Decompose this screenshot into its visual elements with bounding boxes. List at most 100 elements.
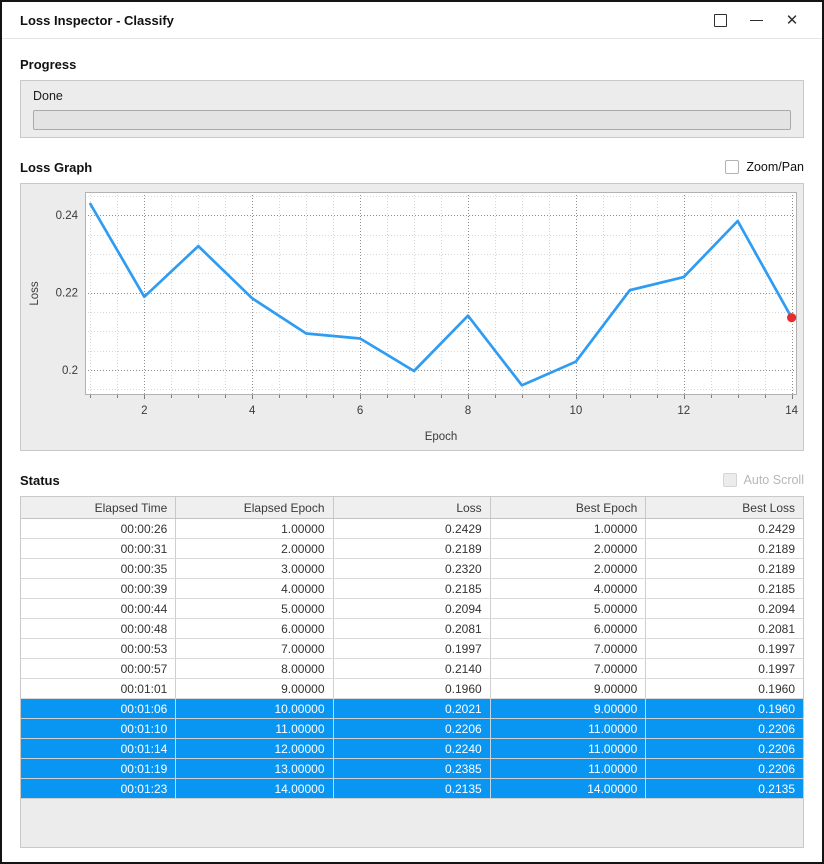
table-cell: 0.1960 [645, 698, 803, 719]
table-cell: 3.00000 [175, 558, 334, 579]
table-cell: 14.00000 [175, 778, 334, 799]
table-row[interactable]: 00:01:10 11.00000 0.2206 11.00000 0.2206 [21, 718, 803, 739]
zoom-pan-label: Zoom/Pan [746, 160, 804, 174]
svg-text:12: 12 [677, 405, 690, 417]
table-cell: 0.1997 [645, 658, 803, 679]
table-cell: 00:01:23 [21, 778, 177, 799]
table-cell: 00:00:53 [21, 638, 177, 659]
maximize-button[interactable] [706, 7, 734, 33]
table-cell: 0.2094 [333, 598, 491, 619]
table-cell: 13.00000 [175, 758, 334, 779]
table-cell: 0.2429 [645, 518, 803, 539]
table-cell: 00:01:14 [21, 738, 177, 759]
table-cell: 0.2189 [645, 558, 803, 579]
table-row[interactable]: 00:00:53 7.00000 0.1997 7.00000 0.1997 [21, 638, 803, 659]
table-row[interactable]: 00:00:35 3.00000 0.2320 2.00000 0.2189 [21, 558, 803, 579]
status-table-panel: Elapsed Time Elapsed Epoch Loss Best Epoch B… [20, 496, 804, 848]
column-header[interactable]: Elapsed Time [21, 497, 177, 519]
table-cell: 4.00000 [490, 578, 647, 599]
table-row[interactable]: 00:00:57 8.00000 0.2140 7.00000 0.1997 [21, 658, 803, 679]
checkbox-box-icon [725, 160, 740, 174]
table-cell: 00:00:31 [21, 538, 177, 559]
table-row[interactable]: 00:00:26 1.00000 0.2429 1.00000 0.2429 [21, 518, 803, 539]
table-cell: 0.2185 [333, 578, 491, 599]
table-cell: 0.2081 [333, 618, 491, 639]
table-cell: 0.1960 [333, 678, 491, 699]
svg-text:10: 10 [569, 405, 582, 417]
progress-heading: Progress [20, 56, 77, 72]
table-cell: 0.2185 [645, 578, 803, 599]
column-header[interactable]: Best Loss [645, 497, 803, 519]
table-cell: 00:01:19 [21, 758, 177, 779]
table-cell: 0.2206 [333, 718, 491, 739]
table-cell: 00:01:01 [21, 678, 177, 699]
table-cell: 0.2135 [645, 778, 803, 799]
table-cell: 9.00000 [490, 678, 647, 699]
table-cell: 0.2385 [333, 758, 491, 779]
loss-chart-panel: 2 4 6 8 10 12 14 0.2 0.22 0.24 Epoch Loss [20, 183, 804, 451]
table-row[interactable]: 00:00:48 6.00000 0.2081 6.00000 0.2081 [21, 618, 803, 639]
table-cell: 7.00000 [490, 658, 647, 679]
table-cell: 0.1960 [645, 678, 803, 699]
table-cell: 0.2240 [333, 738, 491, 759]
minimize-button[interactable] [742, 7, 770, 33]
svg-text:Loss: Loss [29, 281, 41, 306]
svg-text:8: 8 [465, 405, 471, 417]
table-cell: 0.2429 [333, 518, 491, 539]
column-header[interactable]: Elapsed Epoch [175, 497, 334, 519]
table-cell: 11.00000 [490, 718, 647, 739]
close-icon: ✕ [785, 11, 799, 29]
table-cell: 6.00000 [175, 618, 334, 639]
table-row[interactable]: 00:01:14 12.00000 0.2240 11.00000 0.2206 [21, 738, 803, 759]
loss-chart: 2 4 6 8 10 12 14 0.2 0.22 0.24 Epoch Loss [29, 192, 799, 443]
table-cell: 00:01:06 [21, 698, 177, 719]
table-cell: 0.2140 [333, 658, 491, 679]
title-bar: Loss Inspector - Classify ✕ [2, 2, 822, 39]
table-cell: 7.00000 [175, 638, 334, 659]
table-row[interactable]: 00:01:01 9.00000 0.1960 9.00000 0.1960 [21, 678, 803, 699]
table-row[interactable]: 00:00:31 2.00000 0.2189 2.00000 0.2189 [21, 538, 803, 559]
table-cell: 8.00000 [175, 658, 334, 679]
minimize-icon [749, 19, 763, 21]
table-cell: 2.00000 [175, 538, 334, 559]
status-table: Elapsed Time Elapsed Epoch Loss Best Epoch B… [21, 497, 803, 799]
column-header[interactable]: Loss [333, 497, 491, 519]
table-row[interactable]: 00:00:44 5.00000 0.2094 5.00000 0.2094 [21, 598, 803, 619]
table-row[interactable]: 00:00:39 4.00000 0.2185 4.00000 0.2185 [21, 578, 803, 599]
status-heading: Status [20, 472, 60, 488]
close-button[interactable]: ✕ [778, 7, 806, 33]
table-cell: 0.2081 [645, 618, 803, 639]
table-cell: 00:00:44 [21, 598, 177, 619]
table-row[interactable]: 00:01:06 10.00000 0.2021 9.00000 0.1960 [21, 698, 803, 719]
window-title: Loss Inspector - Classify [20, 12, 174, 28]
table-cell: 0.2206 [645, 758, 803, 779]
table-cell: 14.00000 [490, 778, 647, 799]
svg-text:14: 14 [785, 405, 798, 417]
table-cell: 0.1997 [333, 638, 491, 659]
table-cell: 0.2135 [333, 778, 491, 799]
table-cell: 11.00000 [175, 718, 334, 739]
table-cell: 0.2206 [645, 718, 803, 739]
table-row[interactable]: 00:01:19 13.00000 0.2385 11.00000 0.2206 [21, 758, 803, 779]
svg-text:0.2: 0.2 [62, 365, 78, 377]
table-cell: 0.2320 [333, 558, 491, 579]
zoom-pan-checkbox[interactable]: Zoom/Pan [725, 160, 804, 174]
table-cell: 12.00000 [175, 738, 334, 759]
table-cell: 4.00000 [175, 578, 334, 599]
column-header[interactable]: Best Epoch [490, 497, 647, 519]
table-cell: 00:01:10 [21, 718, 177, 739]
table-cell: 0.2189 [645, 538, 803, 559]
svg-text:6: 6 [357, 405, 363, 417]
table-cell: 11.00000 [490, 738, 647, 759]
progress-status-label: Done [33, 89, 63, 103]
svg-text:Epoch: Epoch [425, 431, 458, 443]
table-cell: 0.2021 [333, 698, 491, 719]
maximize-icon [713, 13, 727, 27]
table-row[interactable]: 00:01:23 14.00000 0.2135 14.00000 0.2135 [21, 778, 803, 799]
table-cell: 00:00:57 [21, 658, 177, 679]
table-cell: 7.00000 [490, 638, 647, 659]
table-cell: 00:00:48 [21, 618, 177, 639]
table-cell: 1.00000 [490, 518, 647, 539]
table-cell: 00:00:39 [21, 578, 177, 599]
